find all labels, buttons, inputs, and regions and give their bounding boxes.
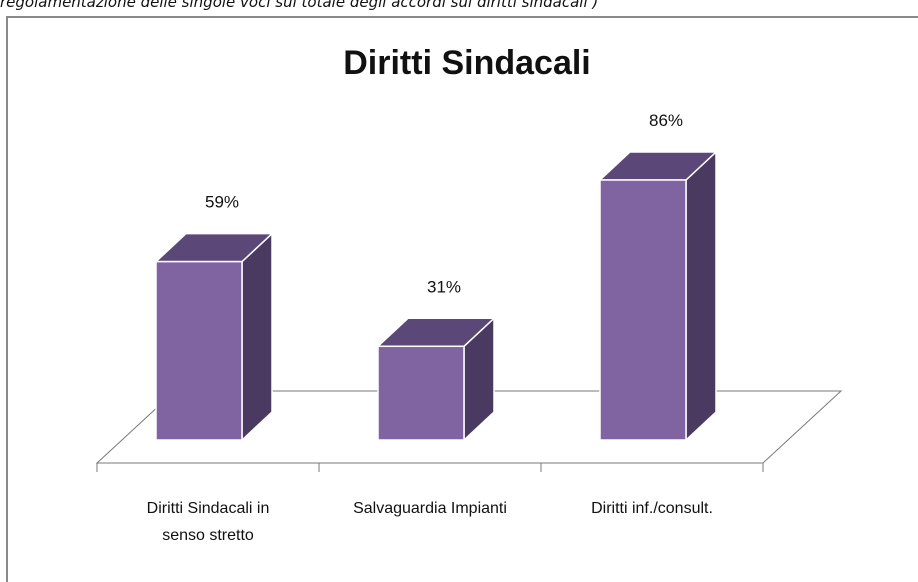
data-label: 31% bbox=[427, 277, 461, 296]
bars bbox=[154, 150, 718, 442]
page-caption: regolamentazione delle singole voci sul … bbox=[0, 0, 599, 11]
chart-title: Diritti Sindacali bbox=[343, 44, 591, 82]
category-labels: Diritti Sindacali in senso stretto Salvagu… bbox=[147, 500, 713, 544]
bar-side bbox=[685, 150, 717, 442]
data-label: 86% bbox=[649, 111, 683, 130]
bar bbox=[376, 316, 496, 442]
data-labels: 59% 31% 86% bbox=[205, 111, 683, 296]
category-label: Diritti Sindacali in senso stretto bbox=[147, 500, 270, 544]
category-label: Salvaguardia Impianti bbox=[353, 500, 507, 517]
data-label: 59% bbox=[205, 193, 239, 212]
bar-front bbox=[377, 345, 465, 441]
bar bbox=[154, 231, 274, 442]
chart-frame bbox=[6, 16, 918, 582]
bar-front bbox=[155, 260, 243, 441]
bar-side bbox=[241, 231, 273, 442]
bar-front bbox=[599, 179, 687, 441]
category-label: Diritti inf./consult. bbox=[591, 500, 713, 517]
bar bbox=[598, 150, 718, 442]
